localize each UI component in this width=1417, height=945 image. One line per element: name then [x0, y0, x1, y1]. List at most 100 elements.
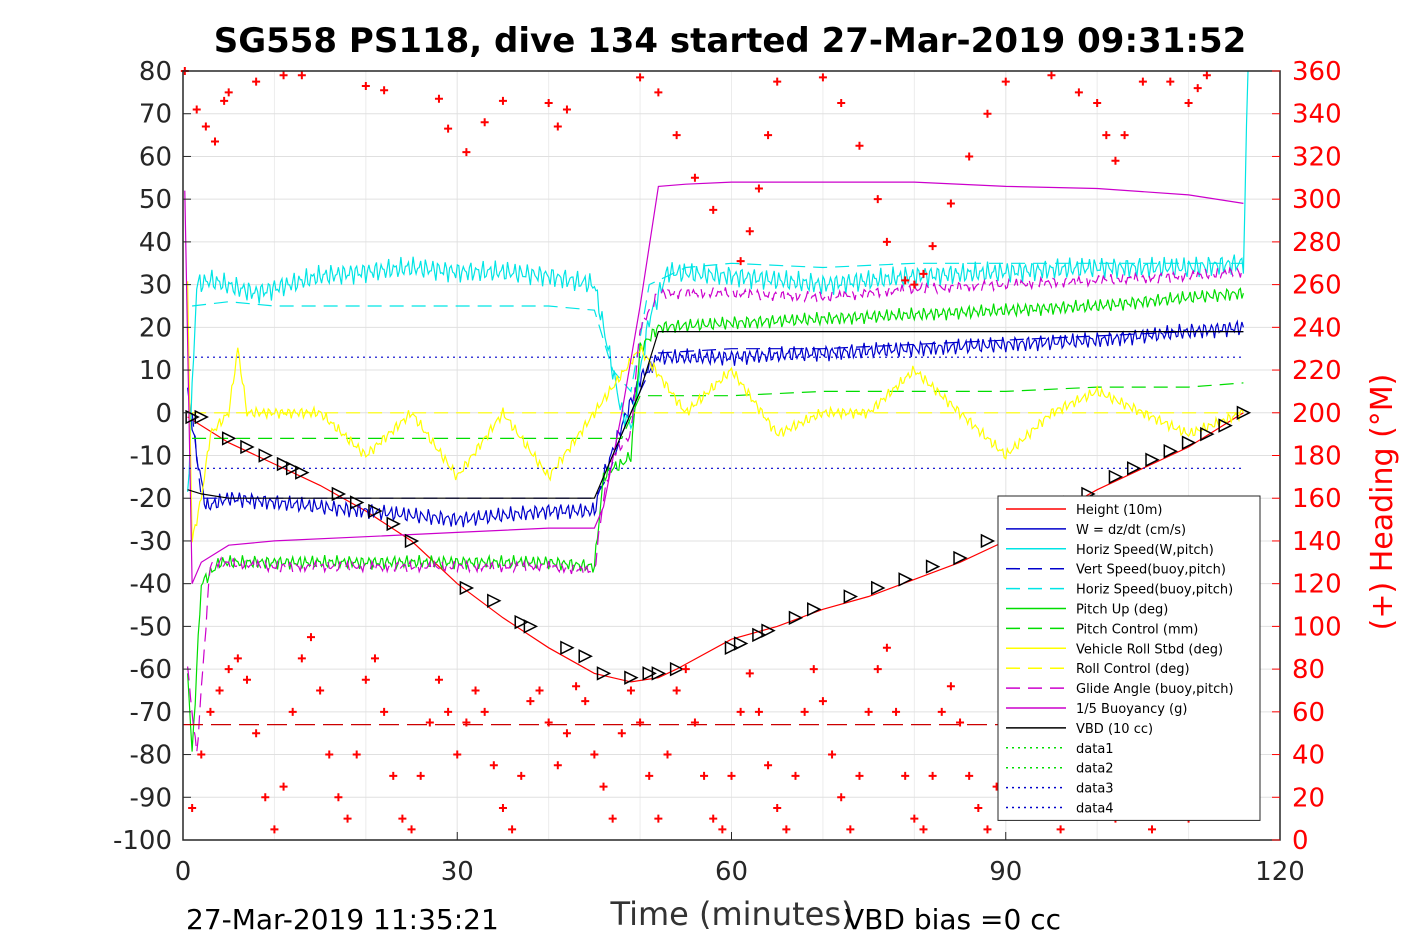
heading-plus-marker	[709, 814, 718, 823]
heading-plus-marker	[572, 682, 581, 691]
heading-plus-marker	[471, 686, 480, 695]
dive-triangle-marker	[724, 640, 740, 655]
legend-label: Horiz Speed(buoy,pitch)	[1076, 583, 1233, 598]
footer-timestamp: 27-Mar-2019 11:35:21	[186, 903, 499, 936]
series-line-4	[192, 262, 1244, 393]
heading-plus-marker	[462, 718, 471, 727]
heading-plus-marker	[325, 750, 334, 759]
legend-label: Height (10m)	[1076, 503, 1162, 518]
heading-plus-marker	[192, 105, 201, 114]
heading-plus-marker	[773, 77, 782, 86]
heading-plus-marker	[745, 669, 754, 678]
heading-plus-marker	[800, 707, 809, 716]
heading-plus-marker	[672, 131, 681, 140]
heading-plus-marker	[754, 184, 763, 193]
heading-plus-marker	[663, 750, 672, 759]
heading-plus-marker	[855, 771, 864, 780]
y2-tick-label: 240	[1292, 313, 1342, 343]
legend-label: Vehicle Roll Stbd (deg)	[1076, 642, 1223, 657]
heading-plus-marker	[818, 73, 827, 82]
series-line-5	[187, 287, 1244, 752]
heading-plus-marker	[361, 675, 370, 684]
dive-triangle-marker	[386, 516, 401, 532]
dive-triangle-marker	[898, 572, 913, 587]
series-line-10	[184, 181, 1244, 584]
heading-plus-marker	[215, 686, 224, 695]
heading-plus-marker	[636, 718, 645, 727]
heading-plus-marker	[206, 707, 215, 716]
heading-plus-marker	[809, 665, 818, 674]
y-tick-label: -100	[113, 826, 172, 856]
heading-plus-marker	[928, 242, 937, 251]
dive-triangle-marker	[404, 533, 420, 549]
heading-plus-marker	[1120, 131, 1129, 140]
y-tick-label: 40	[139, 228, 172, 258]
heading-plus-marker	[782, 825, 791, 834]
dive-triangle-marker	[258, 448, 273, 463]
y2-tick-label: 100	[1292, 612, 1342, 642]
dive-triangle-marker	[240, 439, 255, 455]
legend-box	[997, 495, 1261, 821]
dive-triangle-marker	[368, 503, 383, 519]
heading-plus-marker	[416, 771, 425, 780]
legend-label: Glide Angle (buoy,pitch)	[1076, 682, 1234, 697]
dive-triangle-marker	[871, 580, 886, 596]
heading-plus-marker	[754, 707, 763, 716]
y-tick-label: -50	[130, 612, 172, 642]
legend-label: Vert Speed(buoy,pitch)	[1076, 563, 1226, 578]
heading-plus-marker	[279, 782, 288, 791]
y2-tick-label: 280	[1292, 228, 1342, 258]
heading-plus-marker	[690, 173, 699, 182]
dive-triangle-marker	[221, 431, 237, 446]
dive-triangle-marker	[1108, 469, 1124, 485]
heading-plus-marker	[444, 707, 453, 716]
y-tick-label: 30	[139, 271, 172, 301]
dive-triangle-marker	[669, 661, 685, 677]
dive-triangle-marker	[514, 614, 529, 630]
heading-plus-marker	[398, 814, 407, 823]
heading-plus-marker	[837, 99, 846, 108]
heading-plus-marker	[425, 718, 434, 727]
dive-triangle-marker	[578, 649, 593, 664]
heading-plus-marker	[617, 729, 626, 738]
heading-plus-marker	[855, 141, 864, 150]
dive-triangle-marker	[980, 533, 996, 549]
heading-plus-marker	[188, 803, 197, 812]
legend-label: VBD (10 cc)	[1076, 722, 1153, 737]
heading-plus-marker	[1093, 99, 1102, 108]
heading-plus-marker	[590, 750, 599, 759]
heading-plus-marker	[535, 686, 544, 695]
dive-triangle-marker	[953, 550, 968, 566]
heading-plus-marker	[526, 697, 535, 706]
legend-label: data1	[1076, 742, 1114, 757]
y2-tick-label: 360	[1292, 57, 1342, 87]
series-line-6	[192, 382, 1244, 439]
series-line-7	[187, 281, 1244, 543]
heading-plus-marker	[480, 118, 489, 127]
heading-plus-marker	[791, 771, 800, 780]
dive-triangle-marker	[788, 610, 804, 626]
heading-plus-marker	[974, 803, 983, 812]
heading-plus-marker	[242, 675, 251, 684]
series-line-9	[187, 266, 1244, 753]
x-tick-label: 60	[715, 857, 748, 887]
series-line-1	[187, 319, 1244, 528]
series-group	[183, 70, 1249, 753]
heading-plus-marker	[873, 195, 882, 204]
heading-plus-marker	[608, 814, 617, 823]
y2-tick-label: 220	[1292, 356, 1342, 386]
heading-plus-marker	[672, 686, 681, 695]
y2-tick-label: 300	[1292, 185, 1342, 215]
heading-plus-marker	[901, 771, 910, 780]
dive-triangle-marker	[807, 602, 822, 617]
heading-plus-marker	[370, 654, 379, 663]
y-tick-label: 60	[139, 142, 172, 172]
y2-tick-label: 120	[1292, 570, 1342, 600]
dive-triangle-marker	[596, 666, 612, 681]
heading-plus-marker	[407, 825, 416, 834]
heading-plus-marker	[544, 718, 553, 727]
heading-plus-marker	[453, 750, 462, 759]
heading-plus-marker	[983, 109, 992, 118]
heading-plus-marker	[892, 707, 901, 716]
heading-plus-marker	[864, 707, 873, 716]
